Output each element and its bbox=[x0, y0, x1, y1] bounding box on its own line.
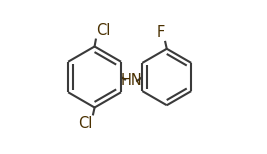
Text: Cl: Cl bbox=[78, 116, 92, 131]
Text: HN: HN bbox=[121, 73, 143, 88]
Text: Cl: Cl bbox=[97, 23, 111, 38]
Text: F: F bbox=[156, 25, 164, 40]
